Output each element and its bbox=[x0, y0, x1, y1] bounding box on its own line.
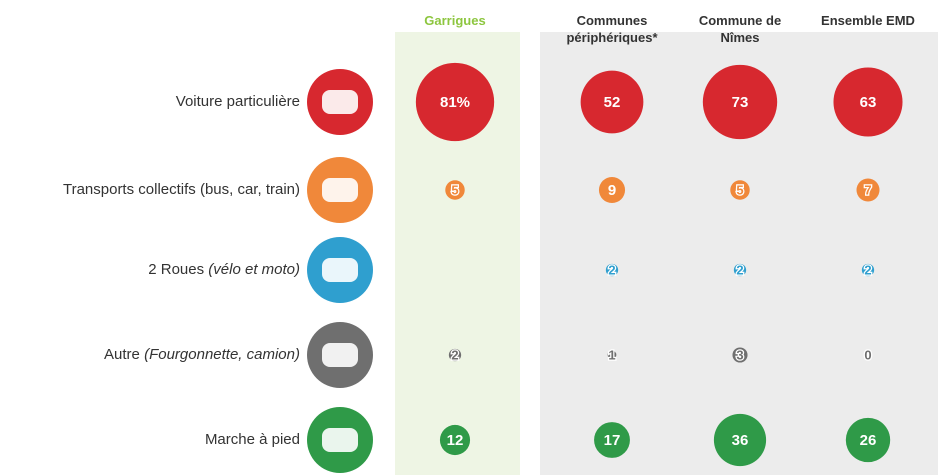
row-icon-glyph bbox=[322, 428, 358, 452]
value-label: 26 bbox=[860, 432, 877, 449]
bubble bbox=[605, 263, 619, 277]
column-header: Garrigues bbox=[424, 13, 486, 28]
bubble bbox=[598, 176, 626, 204]
row-label: 2 Roues (vélo et moto) bbox=[148, 261, 300, 278]
bubble bbox=[445, 180, 465, 200]
bubble bbox=[415, 62, 495, 142]
bubble bbox=[702, 64, 778, 140]
value-label: 7 bbox=[864, 182, 871, 197]
row-icon-glyph bbox=[322, 90, 358, 114]
row-label-text: Transports collectifs (bus, car, train) bbox=[63, 181, 300, 198]
bubble bbox=[733, 263, 747, 277]
row-icon-glyph bbox=[322, 343, 358, 367]
row-label: Marche à pied bbox=[205, 431, 300, 448]
row-label-text: 2 Roues bbox=[148, 261, 204, 278]
row-label: Transports collectifs (bus, car, train) bbox=[63, 181, 300, 198]
bubble bbox=[580, 70, 644, 134]
bubble bbox=[448, 348, 462, 362]
value-label: 9 bbox=[608, 182, 616, 199]
column-header: Communes périphériques* bbox=[566, 13, 658, 45]
bubble bbox=[713, 413, 767, 467]
bubble bbox=[833, 67, 903, 137]
value-label: 63 bbox=[860, 94, 877, 111]
bubble bbox=[730, 180, 750, 200]
value-label: 36 bbox=[732, 432, 749, 449]
bubble bbox=[439, 424, 471, 456]
value-label: 2 bbox=[451, 347, 458, 362]
value-label: 5 bbox=[451, 182, 458, 197]
value-label: 0 bbox=[864, 347, 871, 362]
bubble bbox=[856, 178, 880, 202]
value-label: 5 bbox=[736, 182, 743, 197]
value-label: 17 bbox=[604, 432, 621, 449]
row-icon-glyph bbox=[322, 258, 358, 282]
row-label: Autre (Fourgonnette, camion) bbox=[104, 346, 300, 363]
bubble bbox=[845, 417, 891, 463]
row-label-note: (vélo et moto) bbox=[208, 261, 300, 278]
value-label: 12 bbox=[447, 432, 464, 449]
value-label: 3 bbox=[736, 347, 743, 362]
column-header: Commune de Nîmes bbox=[698, 13, 782, 45]
value-label: 2 bbox=[864, 262, 871, 277]
row-label: Voiture particulière bbox=[176, 93, 300, 110]
row-label-text: Autre bbox=[104, 346, 140, 363]
value-label: 2 bbox=[608, 262, 615, 277]
column-header: Ensemble EMD bbox=[821, 13, 915, 28]
value-label: 2 bbox=[736, 262, 743, 277]
value-label: 52 bbox=[604, 94, 621, 111]
row-icon-glyph bbox=[322, 178, 358, 202]
bubble bbox=[607, 350, 617, 360]
bubble bbox=[732, 347, 748, 363]
row-label-text: Marche à pied bbox=[205, 431, 300, 448]
value-label: 1 bbox=[608, 347, 615, 362]
value-label: 81% bbox=[440, 94, 470, 111]
row-label-text: Voiture particulière bbox=[176, 93, 300, 110]
value-label: 73 bbox=[732, 94, 749, 111]
row-label-note: (Fourgonnette, camion) bbox=[144, 346, 300, 363]
bubble bbox=[594, 422, 630, 458]
bubble bbox=[861, 263, 875, 277]
